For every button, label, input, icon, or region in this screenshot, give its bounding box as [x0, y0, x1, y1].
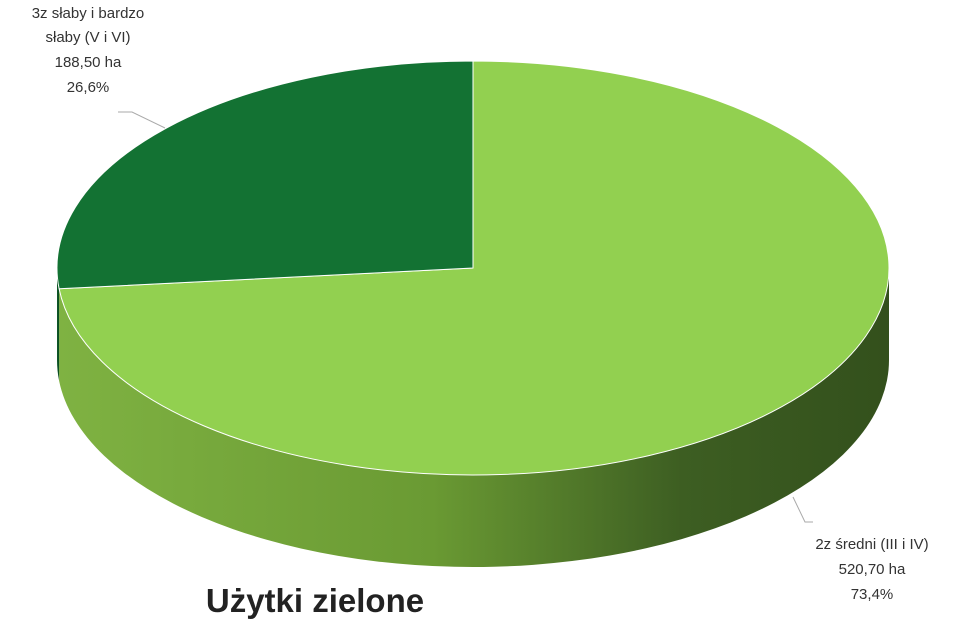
pie-top [56, 60, 890, 476]
pie-slice [56, 60, 474, 290]
leader-line [118, 111, 166, 129]
data-label: 2z średni (III i IV) 520,70 ha 73,4% [772, 532, 972, 607]
label-category: 3z słaby i bardzo słaby (V i VI) [31, 5, 145, 46]
label-category: 2z średni (III i IV) [815, 536, 929, 553]
pie-slice [58, 60, 890, 476]
pie-side [59, 268, 889, 568]
label-area: 188,50 ha [54, 54, 122, 71]
chart-title: Użytki zielone [205, 582, 425, 619]
pie-sides [57, 268, 889, 568]
label-percent: 73,4% [850, 586, 894, 603]
data-label: 3z słaby i bardzo słaby (V i VI) 188,50 h… [18, 2, 158, 100]
label-percent: 26,6% [66, 79, 110, 96]
pie-side [57, 268, 60, 381]
leader-line [792, 496, 813, 523]
label-area: 520,70 ha [838, 561, 906, 578]
